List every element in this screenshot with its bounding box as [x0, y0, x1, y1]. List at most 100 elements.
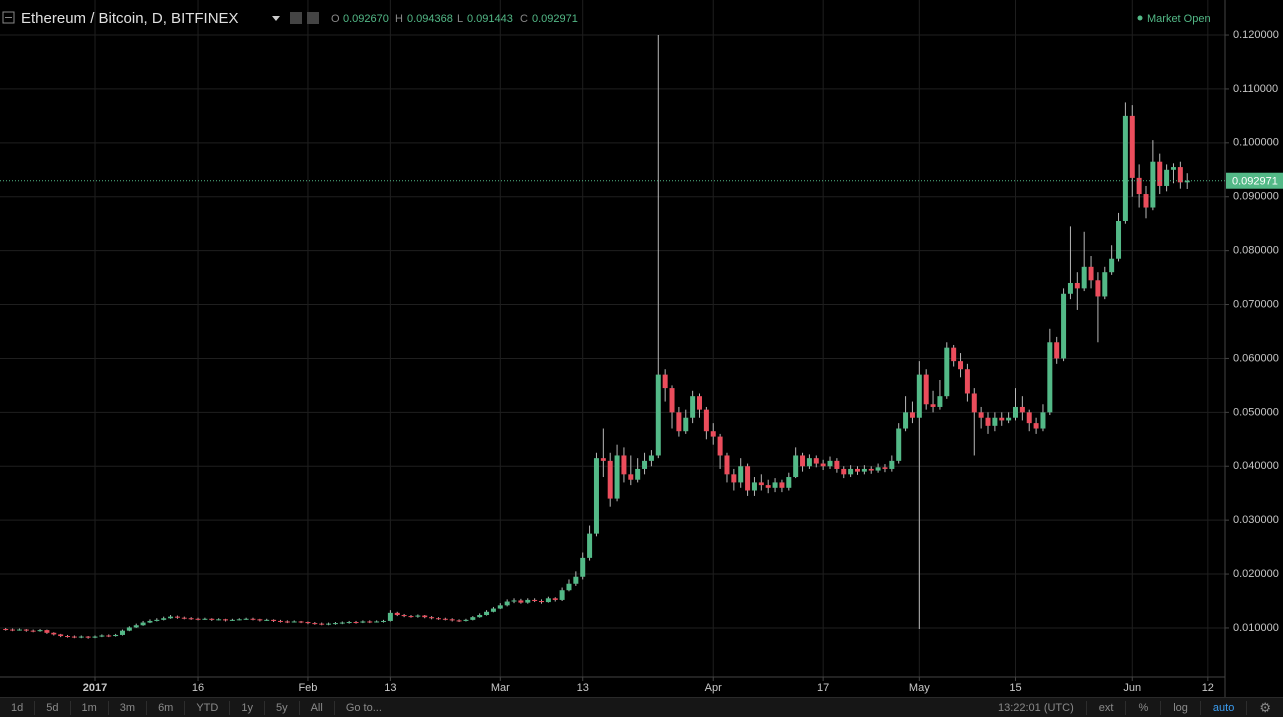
x-tick-label: 16: [192, 682, 204, 694]
x-tick-label: Apr: [705, 682, 722, 694]
range-button[interactable]: 5y: [265, 700, 300, 715]
candle-body: [65, 636, 71, 638]
market-status: Market Open: [1147, 13, 1211, 25]
candle-body: [51, 632, 57, 635]
candle-body: [277, 620, 283, 622]
candle-body: [216, 619, 222, 621]
candle-body: [745, 466, 751, 491]
candle-body: [353, 622, 359, 624]
candle-body: [449, 619, 455, 621]
candle-body: [92, 636, 98, 638]
candle-body: [209, 618, 215, 620]
x-tick-label: Feb: [298, 682, 317, 694]
candle-body: [1102, 272, 1108, 297]
ohlc-value: 0.092670: [343, 13, 389, 25]
candle-body: [985, 417, 991, 426]
candle-body: [848, 468, 854, 475]
candle-body: [958, 361, 964, 370]
goto-button[interactable]: Go to...: [345, 701, 382, 714]
candle-body: [381, 620, 387, 622]
range-button[interactable]: 1y: [230, 700, 265, 715]
scale-option[interactable]: ext: [1085, 700, 1126, 715]
candle-body: [696, 396, 702, 410]
last-price-tag: [1226, 172, 1283, 189]
candle-body: [779, 482, 785, 488]
symbol-dropdown[interactable]: [272, 16, 280, 21]
candle-body: [284, 621, 290, 623]
candle-body: [758, 482, 764, 486]
candle-body: [545, 598, 551, 603]
candle-body: [1067, 282, 1073, 294]
settings-icon[interactable]: [290, 12, 302, 24]
candle-body: [724, 455, 730, 475]
ohlc-label: L: [457, 13, 463, 25]
candle-body: [518, 600, 524, 603]
candle-body: [339, 622, 345, 624]
scale-option[interactable]: auto: [1199, 700, 1246, 715]
gear-icon[interactable]: [307, 12, 319, 24]
symbol-title[interactable]: Ethereum / Bitcoin, D, BITFINEX: [21, 10, 239, 27]
candle-body: [1047, 342, 1053, 413]
candle-body: [477, 615, 483, 618]
candle-body: [106, 635, 112, 637]
last-price-label: 0.092971: [1232, 176, 1278, 188]
range-button[interactable]: 1m: [71, 700, 109, 715]
candle-body: [223, 619, 229, 621]
candle-body: [58, 634, 64, 637]
candle-body: [497, 605, 503, 609]
candle-body: [1095, 280, 1101, 297]
y-tick-label: 0.010000: [1233, 622, 1279, 634]
candle-body: [37, 630, 43, 632]
candle-body: [635, 468, 641, 480]
candle-body: [1136, 177, 1142, 195]
candle-body: [614, 455, 620, 499]
candle-body: [655, 374, 661, 456]
candle-body: [312, 623, 318, 625]
candle-body: [765, 485, 771, 488]
scale-option[interactable]: %: [1125, 700, 1160, 715]
candle-body: [415, 615, 421, 617]
settings-button[interactable]: ⚙: [1246, 700, 1283, 715]
candle-body: [1177, 167, 1183, 183]
x-tick-label: 15: [1009, 682, 1021, 694]
candle-body: [1012, 406, 1018, 418]
candle-body: [587, 533, 593, 558]
candle-body: [85, 636, 91, 638]
scale-option[interactable]: log: [1160, 700, 1200, 715]
candle-body: [841, 468, 847, 475]
ohlc-value: 0.094368: [407, 13, 453, 25]
range-button[interactable]: YTD: [185, 700, 231, 715]
candle-body: [291, 621, 297, 623]
x-tick-label: 17: [817, 682, 829, 694]
range-button[interactable]: 6m: [147, 700, 186, 715]
candle-body: [738, 466, 744, 483]
candle-body: [1143, 194, 1149, 208]
candle-body: [552, 598, 558, 600]
candle-body: [813, 458, 819, 464]
candle-body: [1157, 161, 1163, 186]
y-tick-label: 0.040000: [1233, 460, 1279, 472]
candle-body: [1081, 266, 1087, 289]
range-button[interactable]: 3m: [109, 700, 148, 715]
candle-body: [44, 630, 50, 633]
collapse-toggle[interactable]: [2, 11, 15, 24]
x-tick-label: Jun: [1123, 682, 1141, 694]
range-button[interactable]: All: [300, 700, 335, 715]
range-button[interactable]: 1d: [0, 700, 36, 715]
candle-body: [181, 617, 187, 619]
candle-body: [648, 455, 654, 461]
candle-body: [463, 619, 469, 621]
candle-body: [868, 468, 874, 471]
candle-body: [332, 623, 338, 625]
candle-body: [154, 619, 160, 621]
candle-body: [243, 618, 249, 620]
toolbar: 1d 5d 1m 3m 6m YTD 1y 5y All Go to... 13:22:01 (UT…: [0, 697, 1283, 717]
candle-body: [470, 617, 476, 620]
candle-body: [387, 612, 393, 621]
range-button[interactable]: 5d: [35, 700, 71, 715]
candle-body: [896, 428, 902, 461]
candle-body: [607, 460, 613, 499]
candle-body: [484, 611, 490, 616]
candle-body: [305, 622, 311, 624]
